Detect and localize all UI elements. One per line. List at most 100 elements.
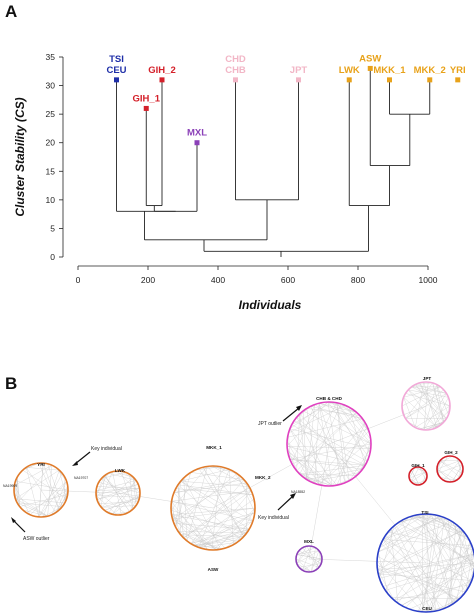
network-edge	[422, 514, 469, 589]
network-edge	[296, 547, 316, 555]
leaf-label: MXL	[187, 128, 207, 139]
network-edge	[401, 563, 474, 606]
network-edge	[349, 407, 370, 431]
x-tick-label: 0	[76, 275, 81, 285]
network-edge	[448, 576, 474, 607]
network-edge	[397, 527, 460, 604]
network-edge	[96, 484, 139, 496]
y-ticks: 0 5 10 15 20 25 30 35	[46, 52, 63, 262]
network-edge	[411, 481, 424, 484]
network-edge	[408, 389, 449, 398]
network-edge	[380, 543, 445, 609]
network-edge	[183, 490, 252, 539]
network-edge	[96, 490, 126, 514]
panel-b-label: B	[5, 374, 17, 393]
leaf-marker	[367, 65, 373, 71]
network-edge	[101, 472, 126, 479]
network-edge	[286, 441, 311, 482]
network-edge	[190, 479, 244, 544]
label-ceu: CEU	[422, 606, 432, 611]
network-edge	[202, 490, 252, 549]
network-edge	[17, 477, 20, 507]
network-edge	[298, 567, 312, 572]
network-edge	[295, 558, 320, 568]
network-edge	[295, 558, 312, 572]
network-edge	[431, 514, 453, 605]
y-tick-label: 25	[46, 109, 56, 119]
network-edge	[112, 471, 122, 515]
y-tick-label: 10	[46, 195, 56, 205]
network-edge	[459, 527, 463, 596]
y-axis-label: Cluster Stability (CS)	[13, 97, 27, 216]
network-edge	[101, 505, 137, 508]
network-edge	[104, 497, 140, 511]
network-edge	[409, 467, 415, 479]
network-edge	[289, 428, 371, 449]
network-edge	[172, 507, 256, 520]
network-edge	[385, 535, 457, 602]
network-edge	[177, 484, 181, 535]
label-tsi: TSI	[421, 510, 428, 515]
network-edge	[405, 393, 447, 419]
network-edge	[378, 573, 472, 581]
y-tick-label: 30	[46, 81, 56, 91]
network-edge	[390, 597, 460, 599]
network-edge	[456, 468, 464, 481]
network-edge	[172, 476, 241, 520]
network-edge	[287, 450, 333, 487]
network-edge	[397, 513, 428, 524]
network-edge	[409, 580, 472, 610]
network-edge	[422, 471, 427, 484]
network-edge	[411, 469, 420, 486]
network-edge	[311, 550, 320, 572]
network-edge	[38, 463, 44, 517]
network-edge	[385, 514, 432, 591]
cluster-ring	[436, 455, 464, 483]
network-edge	[98, 501, 139, 504]
id-label-asw: NA19909	[3, 484, 17, 488]
network-edge	[465, 549, 474, 593]
leaf-marker	[159, 77, 165, 83]
network-edge	[287, 450, 324, 486]
leaf-marker	[455, 77, 461, 83]
network-edge	[318, 550, 322, 564]
network-edge	[377, 515, 415, 570]
network-edge	[362, 439, 371, 470]
network-edge	[173, 523, 250, 530]
network-edge	[299, 465, 366, 475]
network-edge	[382, 539, 457, 602]
network-edge	[233, 471, 255, 504]
network-edge	[403, 397, 416, 428]
network-edge	[415, 384, 444, 423]
label-gih1: GIH_1	[411, 463, 425, 468]
leaf-label: CEU	[106, 65, 126, 76]
network-edge	[394, 519, 449, 601]
network-edge	[112, 480, 137, 515]
network-edge	[291, 401, 333, 425]
network-edge	[288, 405, 346, 434]
network-panel: YRI LWK MKK_1 MKK_2 ASW CHB & CHD JPT GI…	[3, 376, 474, 613]
network-edge	[211, 466, 221, 551]
network-edge	[15, 498, 48, 517]
network-edge	[377, 556, 460, 599]
cluster-ring	[401, 381, 451, 431]
network-edge	[17, 465, 52, 503]
network-edge	[306, 408, 360, 416]
network-edge	[306, 403, 342, 480]
leaf-label: CHB	[225, 65, 246, 76]
network-edge	[403, 397, 437, 428]
network-edge	[302, 410, 307, 480]
network-edge	[95, 473, 109, 496]
network-edge	[299, 473, 357, 476]
cluster-ring	[95, 470, 141, 516]
network-edge	[101, 475, 105, 508]
label-gih2: GIH_2	[444, 450, 458, 455]
network-edge	[437, 464, 463, 474]
network-edge	[426, 530, 463, 613]
label-mkk2: MKK_2	[255, 475, 271, 480]
network-edge	[190, 498, 255, 544]
network-edge	[202, 467, 245, 537]
network-edge	[435, 514, 474, 567]
network-edge	[378, 530, 463, 575]
